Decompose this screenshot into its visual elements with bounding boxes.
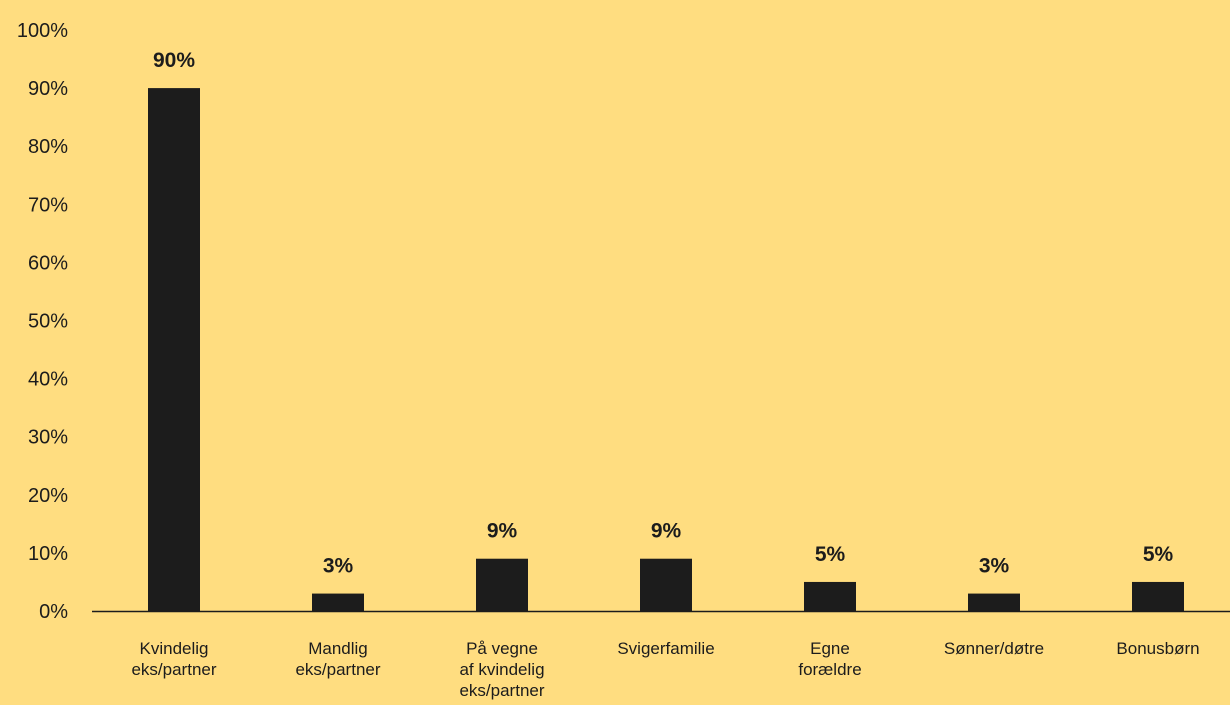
x-category-label-line: Svigerfamilie xyxy=(617,639,714,658)
x-category-label-line: Mandlig xyxy=(308,639,368,658)
x-category-label-line: forældre xyxy=(798,660,861,679)
x-category-label: På vegne af kvindelig eks/partner xyxy=(459,639,544,700)
bar xyxy=(476,558,528,611)
y-tick-label: 20% xyxy=(28,485,68,507)
data-label: 5% xyxy=(1143,543,1174,566)
bar xyxy=(804,581,856,611)
data-label: 3% xyxy=(323,555,354,578)
bar xyxy=(640,558,692,611)
x-category-label-line: eks/partner xyxy=(131,660,216,679)
data-label: 3% xyxy=(979,555,1010,578)
x-category-label: Kvindelig eks/partner xyxy=(131,639,216,679)
x-category-label-line: eks/partner xyxy=(295,660,380,679)
x-category-label-line: eks/partner xyxy=(459,681,544,700)
y-tick-label: 30% xyxy=(28,427,68,449)
x-category-label-line: Egne xyxy=(810,639,850,658)
data-label: 90% xyxy=(153,49,195,72)
y-tick-label: 80% xyxy=(28,136,68,158)
x-category-label: Egne forældre xyxy=(798,639,861,679)
y-tick-label: 50% xyxy=(28,311,68,333)
x-category-label: Mandlig eks/partner xyxy=(295,639,380,679)
x-category-label: Sønner/døtre xyxy=(944,639,1044,658)
x-category-label-line: Bonusbørn xyxy=(1116,639,1199,658)
bar xyxy=(312,593,364,611)
x-category-label-line: På vegne xyxy=(466,639,538,658)
x-category-label: Svigerfamilie xyxy=(617,639,714,658)
data-label: 5% xyxy=(815,543,846,566)
y-tick-label: 10% xyxy=(28,543,68,565)
x-category-label-line: Sønner/døtre xyxy=(944,639,1044,658)
bar xyxy=(1132,581,1184,611)
y-tick-label: 70% xyxy=(28,194,68,216)
data-label: 9% xyxy=(487,520,518,543)
y-tick-label: 60% xyxy=(28,252,68,274)
x-category-label-line: af kvindelig xyxy=(459,660,544,679)
x-category-label-line: Kvindelig xyxy=(140,639,209,658)
y-tick-label: 90% xyxy=(28,78,68,100)
bar xyxy=(968,593,1020,611)
y-tick-label: 40% xyxy=(28,369,68,391)
y-tick-label: 100% xyxy=(17,20,68,42)
y-tick-label: 0% xyxy=(39,601,68,623)
x-category-label: Bonusbørn xyxy=(1116,639,1199,658)
bar xyxy=(148,88,200,612)
data-label: 9% xyxy=(651,520,682,543)
